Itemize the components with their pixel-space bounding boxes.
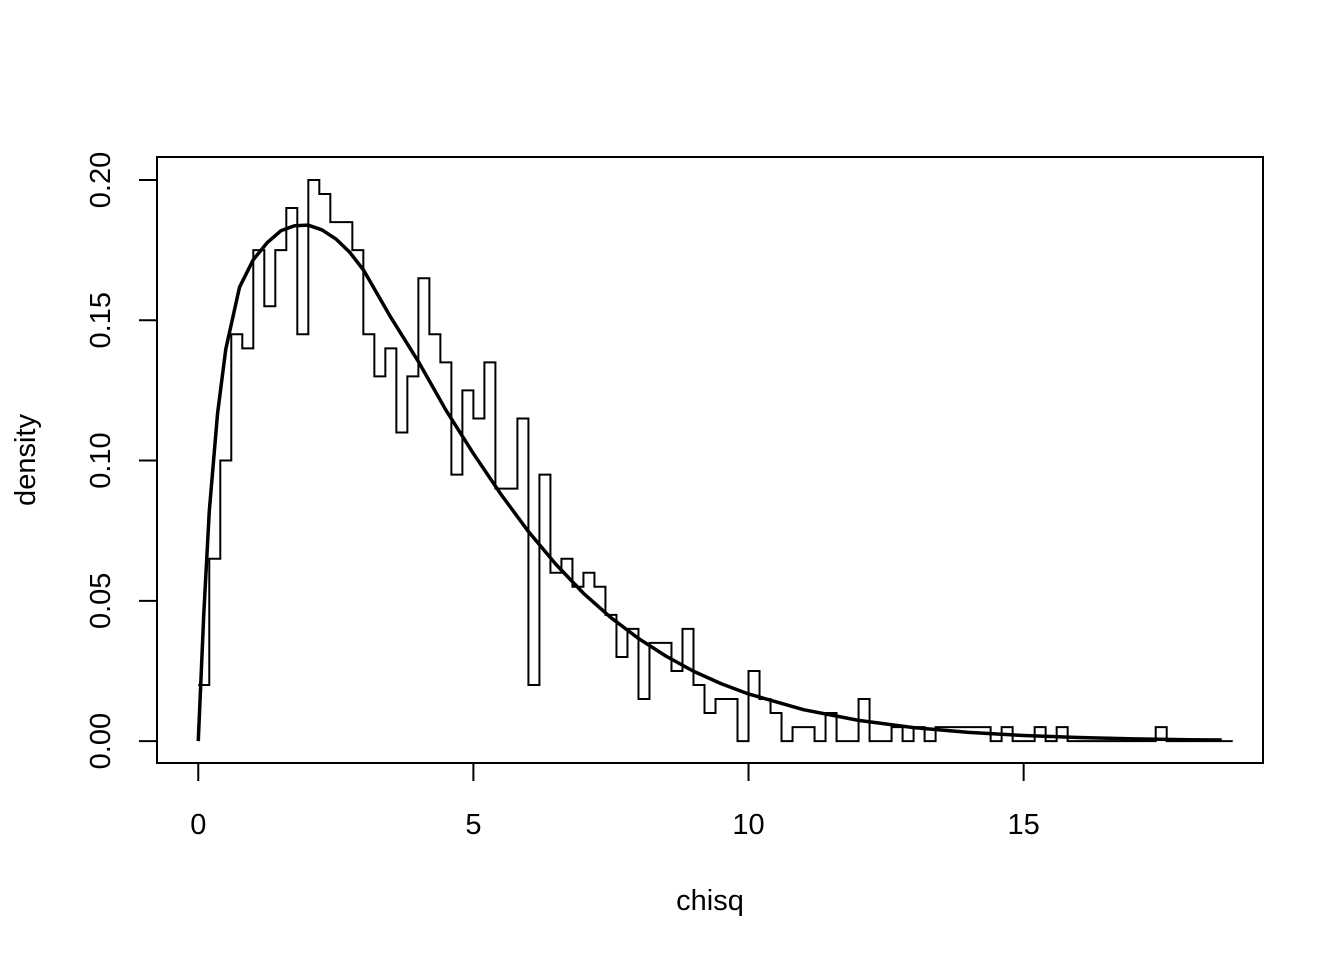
y-axis-title: density <box>10 414 42 506</box>
x-tick-label: 0 <box>190 809 206 841</box>
y-tick-label: 0.15 <box>85 292 117 348</box>
x-tick-label: 15 <box>1008 809 1040 841</box>
y-tick-label: 0.00 <box>85 713 117 769</box>
y-axis: 0.00 0.05 0.10 0.15 0.20 <box>85 152 158 769</box>
x-tick-label: 5 <box>465 809 481 841</box>
density-curve <box>196 223 1222 742</box>
x-axis: 0 5 10 15 <box>190 762 1040 841</box>
y-tick-label: 0.05 <box>85 573 117 629</box>
y-tick-label: 0.20 <box>85 152 117 208</box>
x-tick-label: 10 <box>732 809 764 841</box>
x-axis-title: chisq <box>676 885 744 917</box>
chart-marks <box>196 179 1233 743</box>
y-tick-label: 0.10 <box>85 432 117 488</box>
plot-frame <box>156 156 1264 764</box>
histogram-step-line <box>198 179 1233 743</box>
